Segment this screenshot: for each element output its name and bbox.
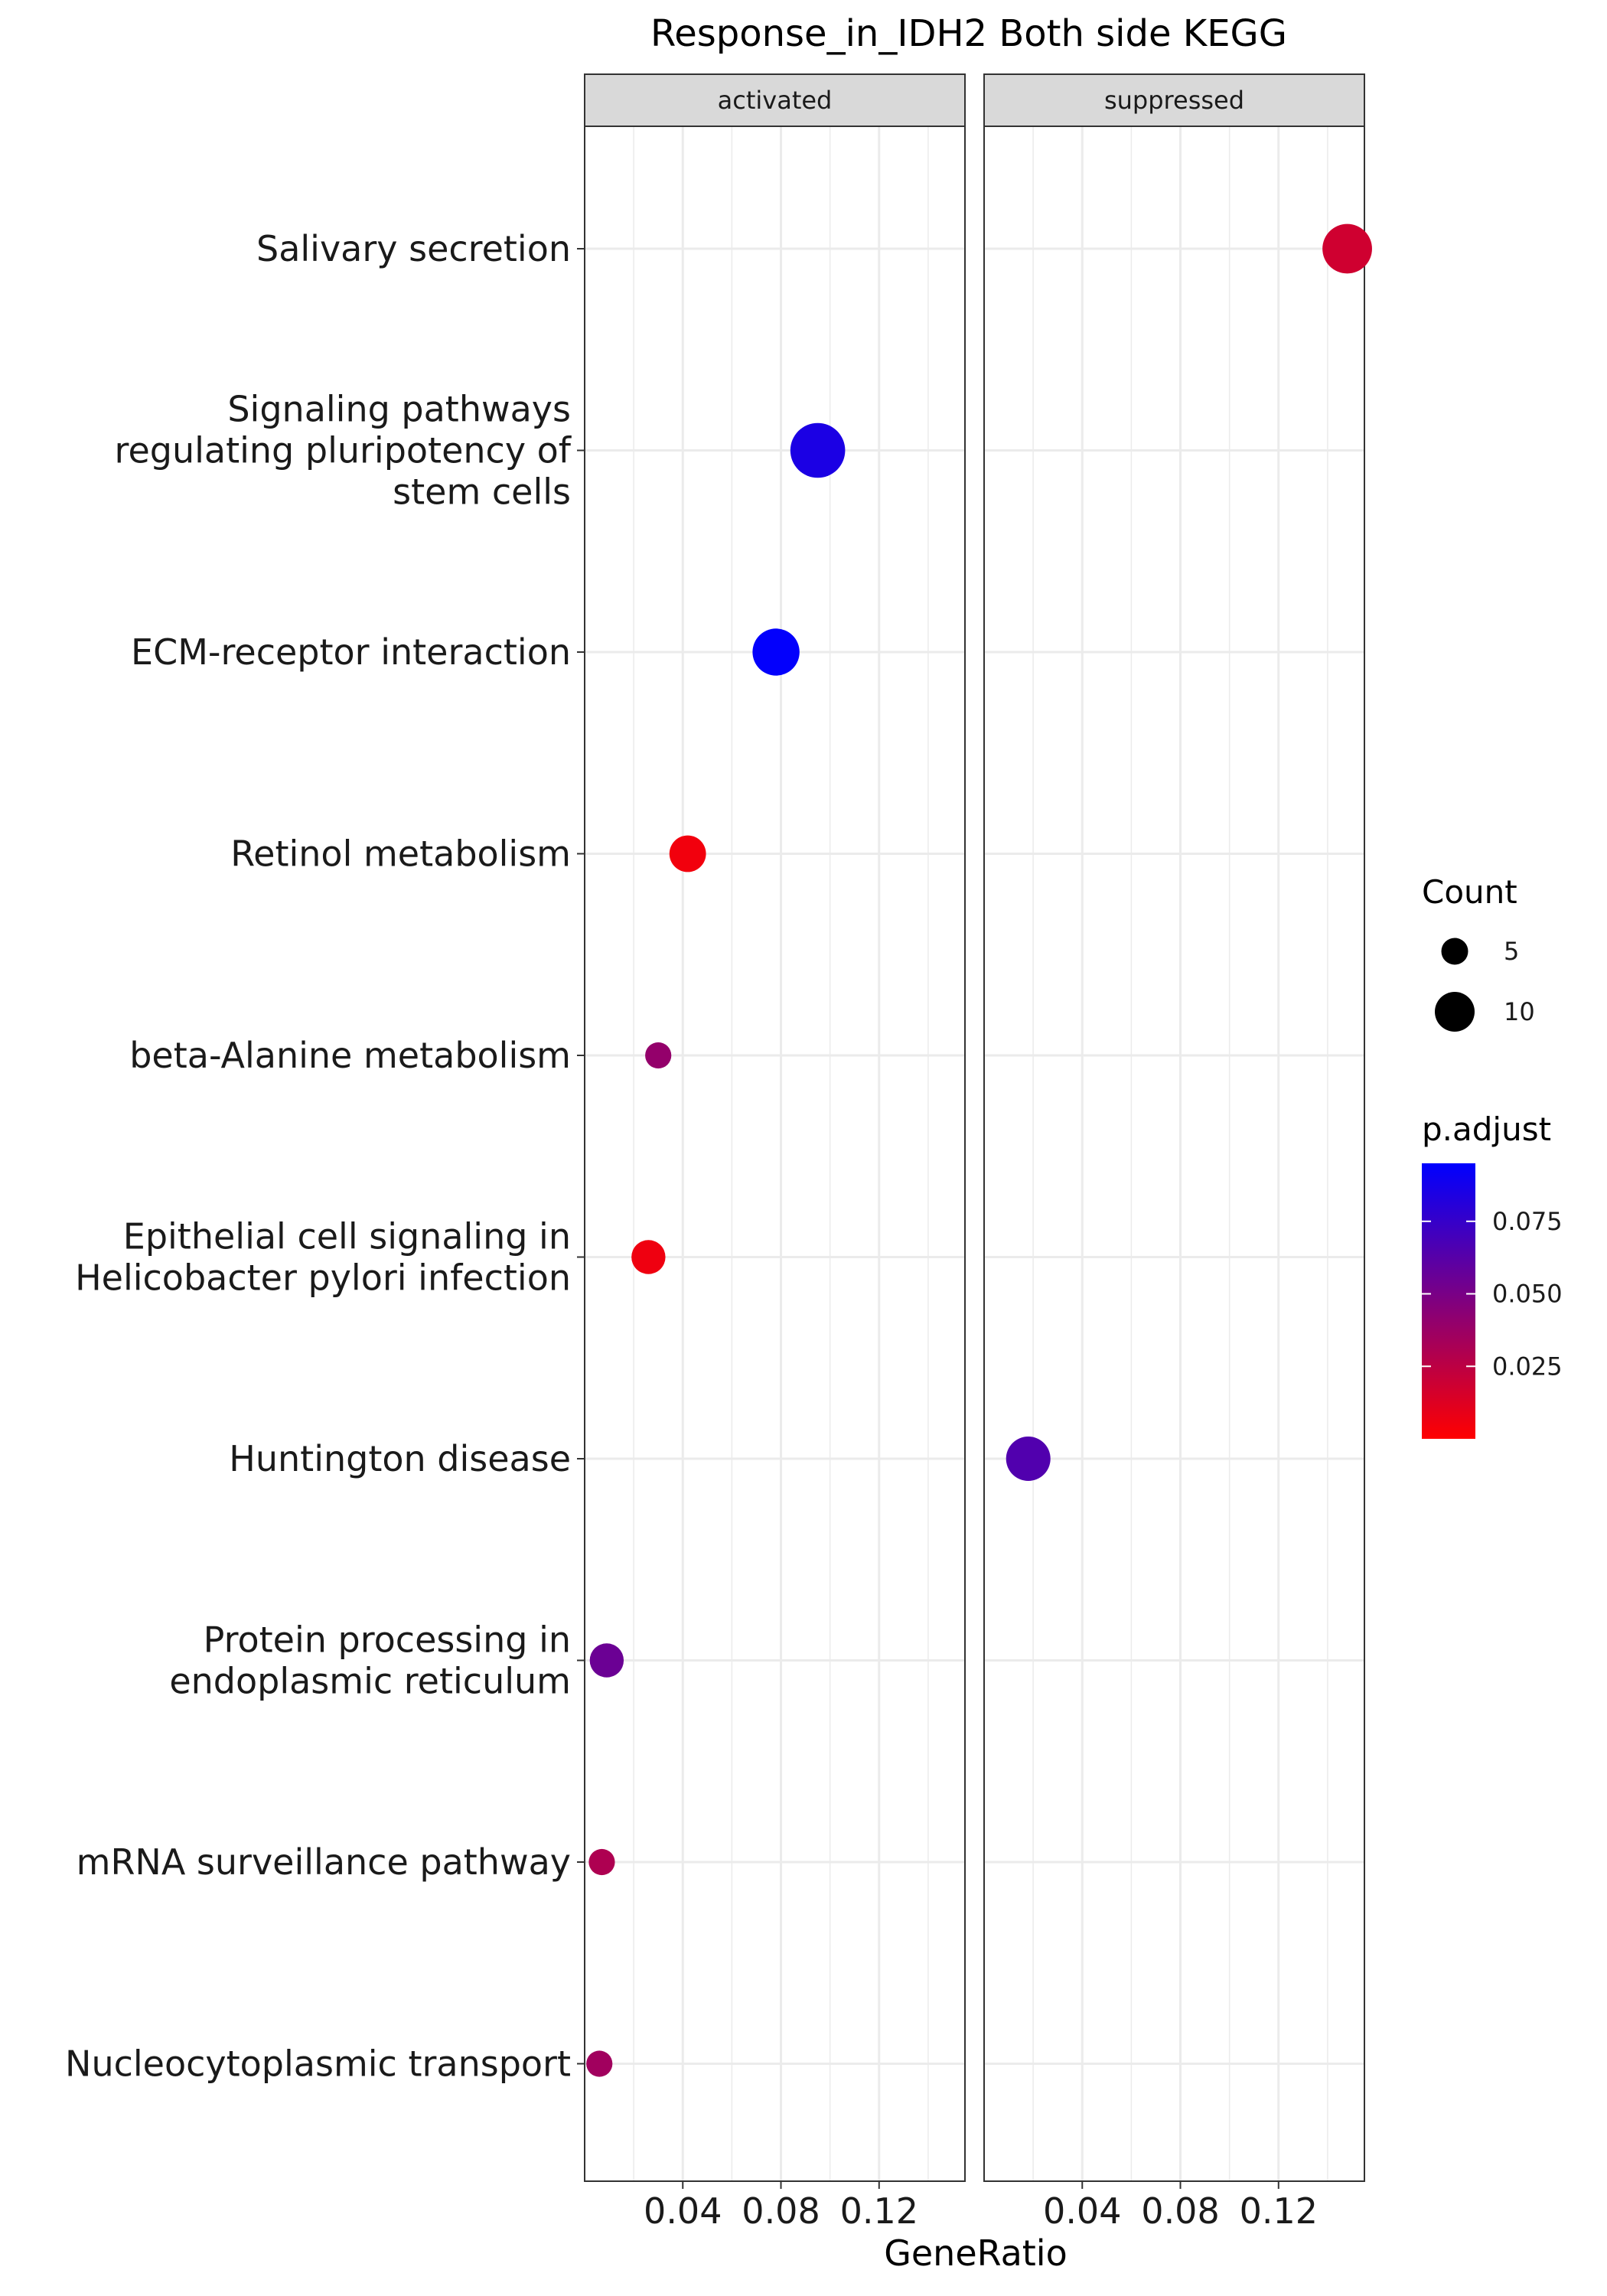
- y-tick-label: Signaling pathways regulating pluripotenc…: [115, 389, 572, 513]
- y-tick-label: Epithelial cell signaling in Helicobacter…: [75, 1216, 571, 1299]
- y-tick-label: ECM-receptor interaction: [131, 631, 571, 673]
- y-tick-label: Retinol metabolism: [230, 833, 571, 875]
- data-point: [645, 1042, 672, 1069]
- facet-panel-activated: activated 0.04 0.08 0.12: [584, 73, 966, 2232]
- y-tick-label: Nucleocytoplasmic transport: [65, 2043, 571, 2085]
- y-tick-label: Protein processing in endoplasmic reticul…: [169, 1619, 571, 1702]
- data-point: [589, 1643, 624, 1678]
- panel-background: [984, 126, 1364, 2181]
- y-tick-label: mRNA surveillance pathway: [77, 1841, 571, 1883]
- data-point: [588, 1848, 615, 1876]
- data-point: [669, 835, 706, 872]
- colorbar-label: 0.050: [1492, 1280, 1563, 1309]
- count-legend: Count 5 10: [1422, 873, 1535, 1032]
- count-legend-key: [1441, 938, 1468, 965]
- data-point: [1006, 1437, 1051, 1481]
- data-point: [586, 2050, 613, 2077]
- x-tick-label: 0.08: [1141, 2190, 1219, 2232]
- colorbar-label: 0.025: [1492, 1352, 1563, 1381]
- y-tick-label: beta-Alanine metabolism: [129, 1035, 571, 1076]
- count-legend-title: Count: [1422, 873, 1517, 911]
- x-tick-label: 0.04: [1043, 2190, 1121, 2232]
- p-adjust-colorbar: [1422, 1163, 1475, 1439]
- colorbar-label: 0.075: [1492, 1207, 1563, 1236]
- x-tick-label: 0.04: [644, 2190, 722, 2232]
- panel-background: [585, 126, 965, 2181]
- x-tick-label: 0.12: [840, 2190, 918, 2232]
- x-tick-label: 0.12: [1240, 2190, 1318, 2232]
- facet-panel-suppressed: suppressed 0.04 0.08 0.12: [983, 73, 1372, 2232]
- facet-strip-label: activated: [718, 86, 833, 115]
- facet-strip: [584, 73, 966, 127]
- p-adjust-legend-title: p.adjust: [1422, 1110, 1551, 1148]
- data-point: [752, 628, 800, 676]
- y-tick-label: Huntington disease: [229, 1438, 571, 1479]
- count-legend-key: [1435, 992, 1475, 1032]
- data-point: [1322, 223, 1372, 274]
- facet-strip: [983, 73, 1365, 127]
- count-legend-label: 10: [1504, 997, 1535, 1026]
- x-tick-label: 0.08: [742, 2190, 820, 2232]
- facet-strip-label: suppressed: [1104, 86, 1244, 115]
- x-axis-label: GeneRatio: [884, 2232, 1068, 2274]
- data-point: [790, 422, 846, 478]
- data-point: [631, 1240, 666, 1274]
- count-legend-label: 5: [1504, 937, 1519, 966]
- y-tick-label: Salivary secretion: [256, 228, 571, 269]
- chart-title: Response_in_IDH2 Both side KEGG: [650, 12, 1287, 55]
- p-adjust-legend: p.adjust 0.075 0.050 0.025: [1422, 1110, 1563, 1439]
